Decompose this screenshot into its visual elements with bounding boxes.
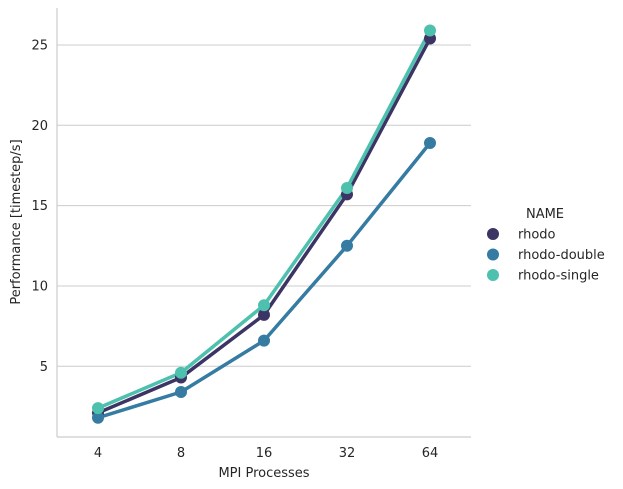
legend-marker-rhodo-double: [487, 248, 499, 261]
y-tick-label-5: 5: [40, 360, 48, 375]
grid-lines: [57, 44, 471, 367]
legend-marker-rhodo: [487, 228, 499, 240]
legend-label-rhodo-double: rhodo-double: [518, 248, 605, 263]
point-rhodo-double-4: [92, 411, 104, 424]
point-rhodo-single-32: [341, 181, 353, 194]
point-rhodo-single-16: [258, 299, 270, 312]
point-rhodo-double-8: [175, 386, 187, 399]
y-tick-label-25: 25: [31, 38, 48, 53]
y-tick-label-10: 10: [31, 279, 48, 294]
legend-marker-rhodo-single: [487, 269, 499, 281]
series-points: [92, 24, 436, 424]
x-tick-label-4: 4: [94, 446, 102, 461]
y-tick-labels: 5 10 15 20 25: [31, 38, 48, 374]
x-tick-label-64: 64: [422, 446, 439, 461]
series-lines: [96, 28, 432, 420]
x-tick-label-8: 8: [177, 446, 185, 461]
y-tick-label-15: 15: [31, 199, 48, 214]
series-line-rhodo-single: [96, 28, 432, 410]
point-rhodo-double-32: [341, 239, 353, 252]
y-axis-label: Performance [timestep/s]: [9, 139, 24, 304]
series-line-rhodo: [96, 36, 432, 415]
y-tick-label-20: 20: [31, 119, 48, 134]
point-rhodo-16: [258, 308, 270, 321]
x-tick-labels: 4 8 16 32 64: [94, 446, 438, 461]
point-rhodo-single-8: [175, 366, 187, 379]
series-line-rhodo-double: [96, 141, 432, 420]
point-rhodo-single-4: [92, 402, 104, 415]
point-rhodo-double-64: [424, 136, 436, 149]
legend-title: NAME: [526, 207, 564, 222]
x-tick-label-32: 32: [339, 446, 356, 461]
legend: NAME rhodo rhodo-double rhodo-single: [487, 207, 605, 284]
x-axis-label: MPI Processes: [218, 466, 309, 481]
point-rhodo-double-16: [258, 334, 270, 347]
x-tick-label-16: 16: [256, 446, 273, 461]
legend-label-rhodo-single: rhodo-single: [518, 269, 599, 284]
legend-label-rhodo: rhodo: [518, 228, 556, 243]
axes: [56, 8, 471, 438]
point-rhodo-single-64: [424, 24, 436, 37]
